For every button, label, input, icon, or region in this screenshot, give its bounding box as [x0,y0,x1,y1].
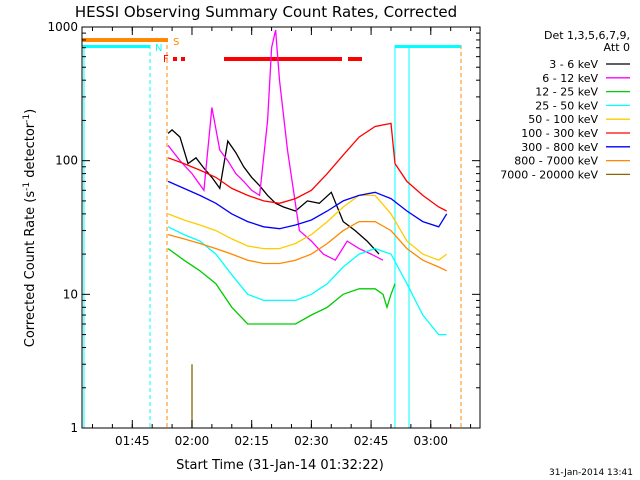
series-line-6 [167,180,448,230]
flag-label-f: F [163,54,169,65]
saa-flag-bar [82,38,168,42]
y-tick-label: 10 [63,287,78,301]
series-line-5 [167,122,447,212]
x-tick-label: 03:00 [413,434,448,448]
flare-flag-segment [224,57,342,61]
series-line-0 [167,129,380,255]
x-axis-label: Start Time (31-Jan-14 01:32:22) [176,458,384,473]
x-tick-label: 02:00 [175,434,210,448]
plot-frame [81,26,481,429]
chart-title: HESSI Observing Summary Count Rates, Cor… [75,3,457,21]
legend-header-line-1: Det 1,3,5,6,7,9, [544,29,630,42]
footer-date: 31-Jan-2014 13:41 [549,468,633,478]
night-flag-bar-right [395,45,461,48]
legend-label: 100 - 300 keV [521,127,598,140]
series-line-1 [167,29,384,262]
legend-label: 300 - 800 keV [521,141,598,154]
y-tick-label: 1000 [47,20,78,34]
flare-flag-segment [181,57,185,61]
flag-label-n: N [155,43,162,54]
legend-label: 7000 - 20000 keV [500,168,598,181]
series-line-2 [167,248,396,325]
y-tick-label: 1 [70,421,78,435]
y-axis-label: Corrected Count Rate (s-1 detector-1) [22,109,38,347]
x-tick-label: 02:45 [354,434,389,448]
legend-label: 3 - 6 keV [549,58,598,71]
x-tick-label: 02:30 [294,434,329,448]
legend-label: 50 - 100 keV [528,113,598,126]
legend-label: 800 - 7000 keV [514,155,598,168]
series-line-4 [167,194,448,261]
flare-flag-segment [348,57,362,61]
night-flag-bar [82,45,150,48]
y-tick-label: 100 [55,154,78,168]
legend-label: 12 - 25 keV [535,86,598,99]
series-line-3 [167,226,447,336]
flag-label-s: S [173,37,179,48]
flare-flag-segment [173,57,177,61]
series-line-7 [167,220,447,272]
legend-header-line-2: Att 0 [604,41,630,54]
legend-label: 25 - 50 keV [535,99,598,112]
x-tick-label: 02:15 [234,434,269,448]
legend-label: 6 - 12 keV [542,72,598,85]
x-tick-label: 01:45 [115,434,150,448]
